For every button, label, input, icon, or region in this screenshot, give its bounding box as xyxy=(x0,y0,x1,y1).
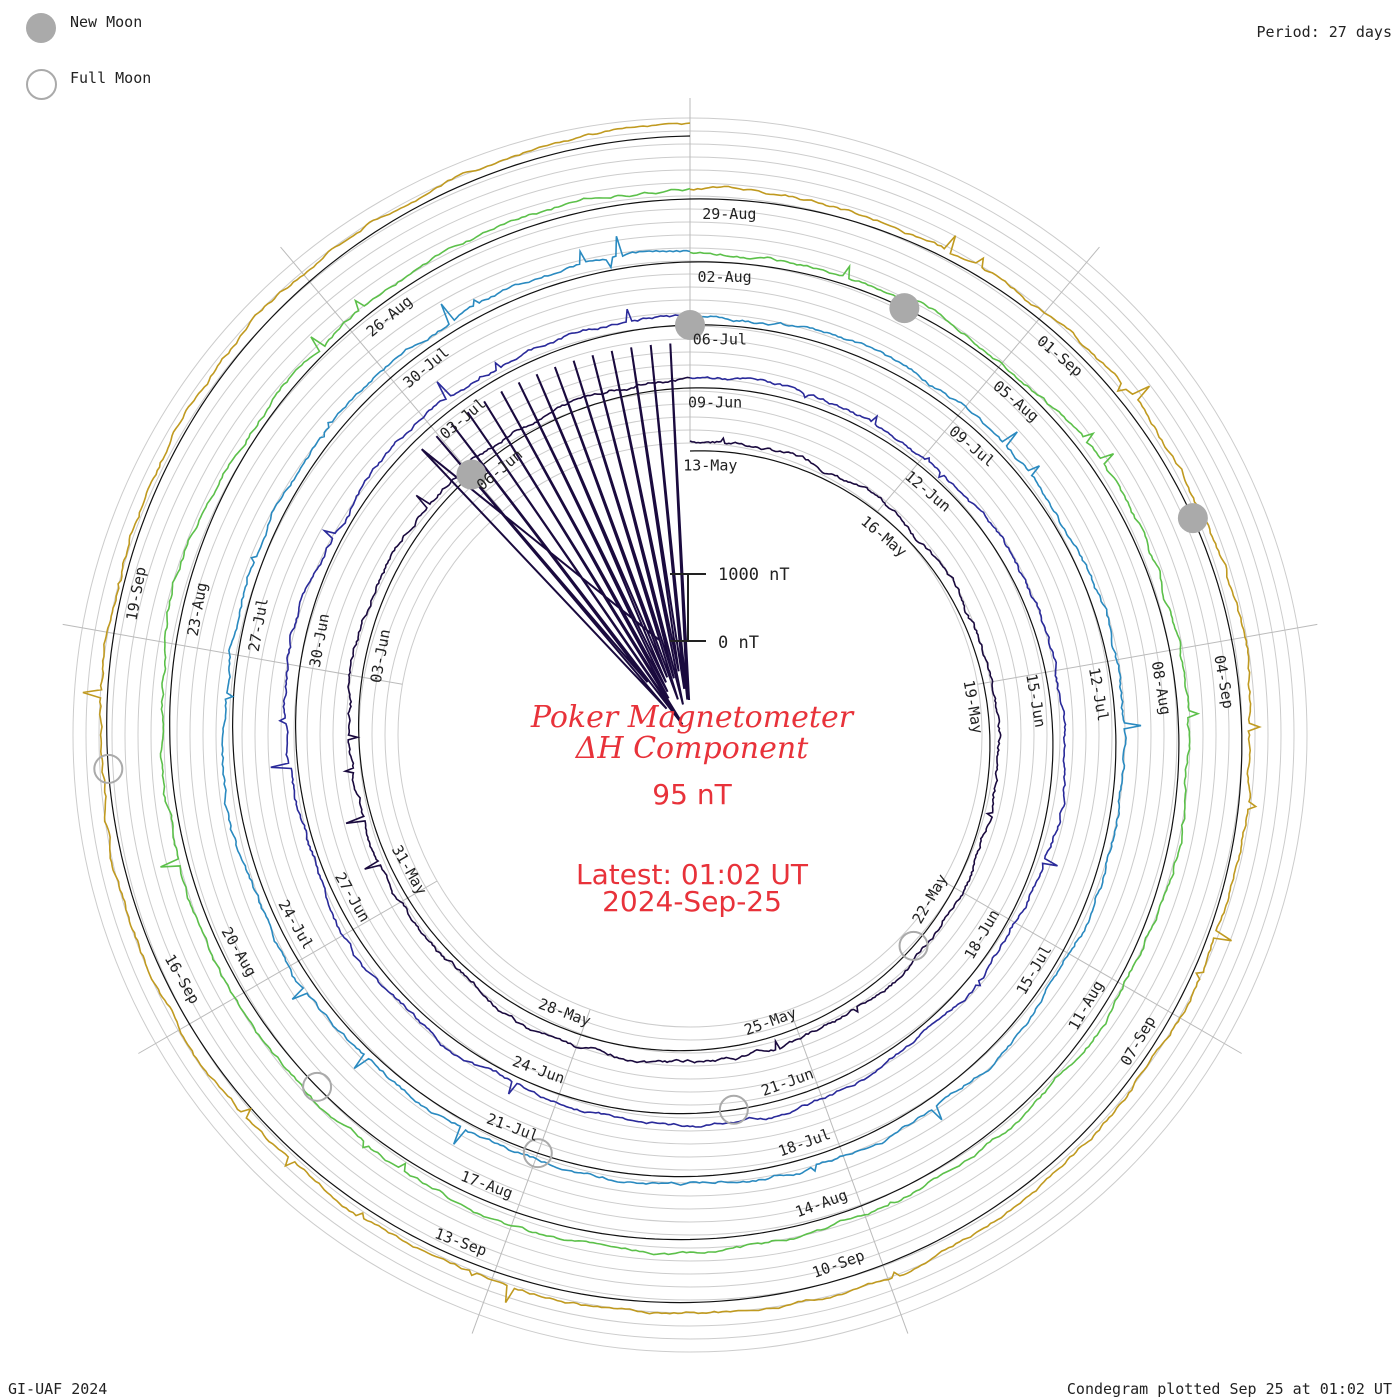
current-value: 95 nT xyxy=(652,778,732,811)
full-moon-legend-icon xyxy=(26,69,57,100)
full-moon-icon xyxy=(898,930,929,961)
ring-trace-29-Aug xyxy=(82,122,1262,1315)
grid-spoke xyxy=(877,246,1100,512)
full-moon-icon xyxy=(93,753,124,784)
date-label-04-Sep: 04-Sep xyxy=(1210,654,1237,710)
date-label-07-Sep: 07-Sep xyxy=(1117,1013,1160,1069)
date-label-09-Jun: 09-Jun xyxy=(688,393,742,411)
new-moon-icon xyxy=(675,310,705,340)
date-label-11-Aug: 11-Aug xyxy=(1065,977,1108,1033)
latest-time: Latest: 01:02 UT xyxy=(576,858,809,891)
full-moon-legend-label: Full Moon xyxy=(70,69,152,87)
date-label-19-May: 19-May xyxy=(960,679,987,735)
new-moon-icon xyxy=(1177,503,1208,534)
data-traces xyxy=(82,122,1262,1315)
date-label-01-Sep: 01-Sep xyxy=(1033,332,1086,381)
date-label-12-Jun: 12-Jun xyxy=(901,467,954,516)
ring-trace-02-Aug xyxy=(159,187,1201,1256)
date-label-06-Jul: 06-Jul xyxy=(693,331,747,349)
ring-trace-13-May xyxy=(342,376,1002,1064)
storm-trace xyxy=(420,343,691,726)
ring-baselines xyxy=(106,135,1243,1304)
chart-subtitle: ΔH Component xyxy=(575,731,809,766)
grid-spoke xyxy=(942,880,1242,1054)
scale-top-label: 1000 nT xyxy=(718,565,790,585)
date-label-24-Jun: 24-Jun xyxy=(510,1052,567,1087)
ring-trace-06-Jul xyxy=(221,236,1142,1186)
new-moon-legend-icon xyxy=(26,13,56,43)
date-label-28-May: 28-May xyxy=(536,995,593,1030)
full-moon-icon xyxy=(718,1094,749,1125)
plotted-timestamp: Condegram plotted Sep 25 at 01:02 UT xyxy=(1066,1380,1392,1398)
date-label-31-May: 31-May xyxy=(388,842,431,898)
grid-spoke xyxy=(138,880,438,1054)
new-moon-icon xyxy=(889,293,920,324)
period-label: Period: 27 days xyxy=(1256,23,1392,41)
date-label-25-May: 25-May xyxy=(742,1004,799,1039)
new-moon-icon xyxy=(456,459,487,490)
date-label-05-Aug: 05-Aug xyxy=(989,377,1042,426)
center-info: Poker Magnetometer ΔH Component 95 nT La… xyxy=(530,700,855,918)
date-label-16-Sep: 16-Sep xyxy=(161,951,204,1007)
new-moon-legend-label: New Moon xyxy=(70,13,143,31)
date-label-13-May: 13-May xyxy=(683,456,737,474)
scale-bottom-label: 0 nT xyxy=(718,633,759,653)
ring-trace-09-Jun xyxy=(270,308,1067,1128)
date-label-15-Jul: 15-Jul xyxy=(1013,942,1056,998)
date-label-08-Aug: 08-Aug xyxy=(1148,660,1175,716)
grid-spoke xyxy=(62,623,403,685)
grid-spoke xyxy=(977,623,1318,685)
full-moon-icon xyxy=(302,1071,333,1102)
date-label-16-May: 16-May xyxy=(857,512,910,561)
date-label-21-Jul: 21-Jul xyxy=(484,1110,541,1145)
chart-title: Poker Magnetometer xyxy=(530,700,855,735)
latest-date: 2024-Sep-25 xyxy=(602,885,782,918)
full-moon-icon xyxy=(522,1138,553,1169)
date-label-14-Aug: 14-Aug xyxy=(793,1186,850,1221)
credit-label: GI-UAF 2024 xyxy=(8,1380,108,1398)
scale-bar: 1000 nT 0 nT xyxy=(670,565,790,653)
date-label-13-Sep: 13-Sep xyxy=(432,1224,489,1259)
date-label-15-Jun: 15-Jun xyxy=(1022,672,1049,728)
date-label-24-Jul: 24-Jul xyxy=(274,897,317,953)
moon-markers xyxy=(93,293,1208,1169)
spiral-baseline xyxy=(106,135,1243,1304)
date-label-29-Aug: 29-Aug xyxy=(702,205,756,223)
date-label-02-Aug: 02-Aug xyxy=(698,268,752,286)
date-label-10-Sep: 10-Sep xyxy=(810,1246,867,1281)
